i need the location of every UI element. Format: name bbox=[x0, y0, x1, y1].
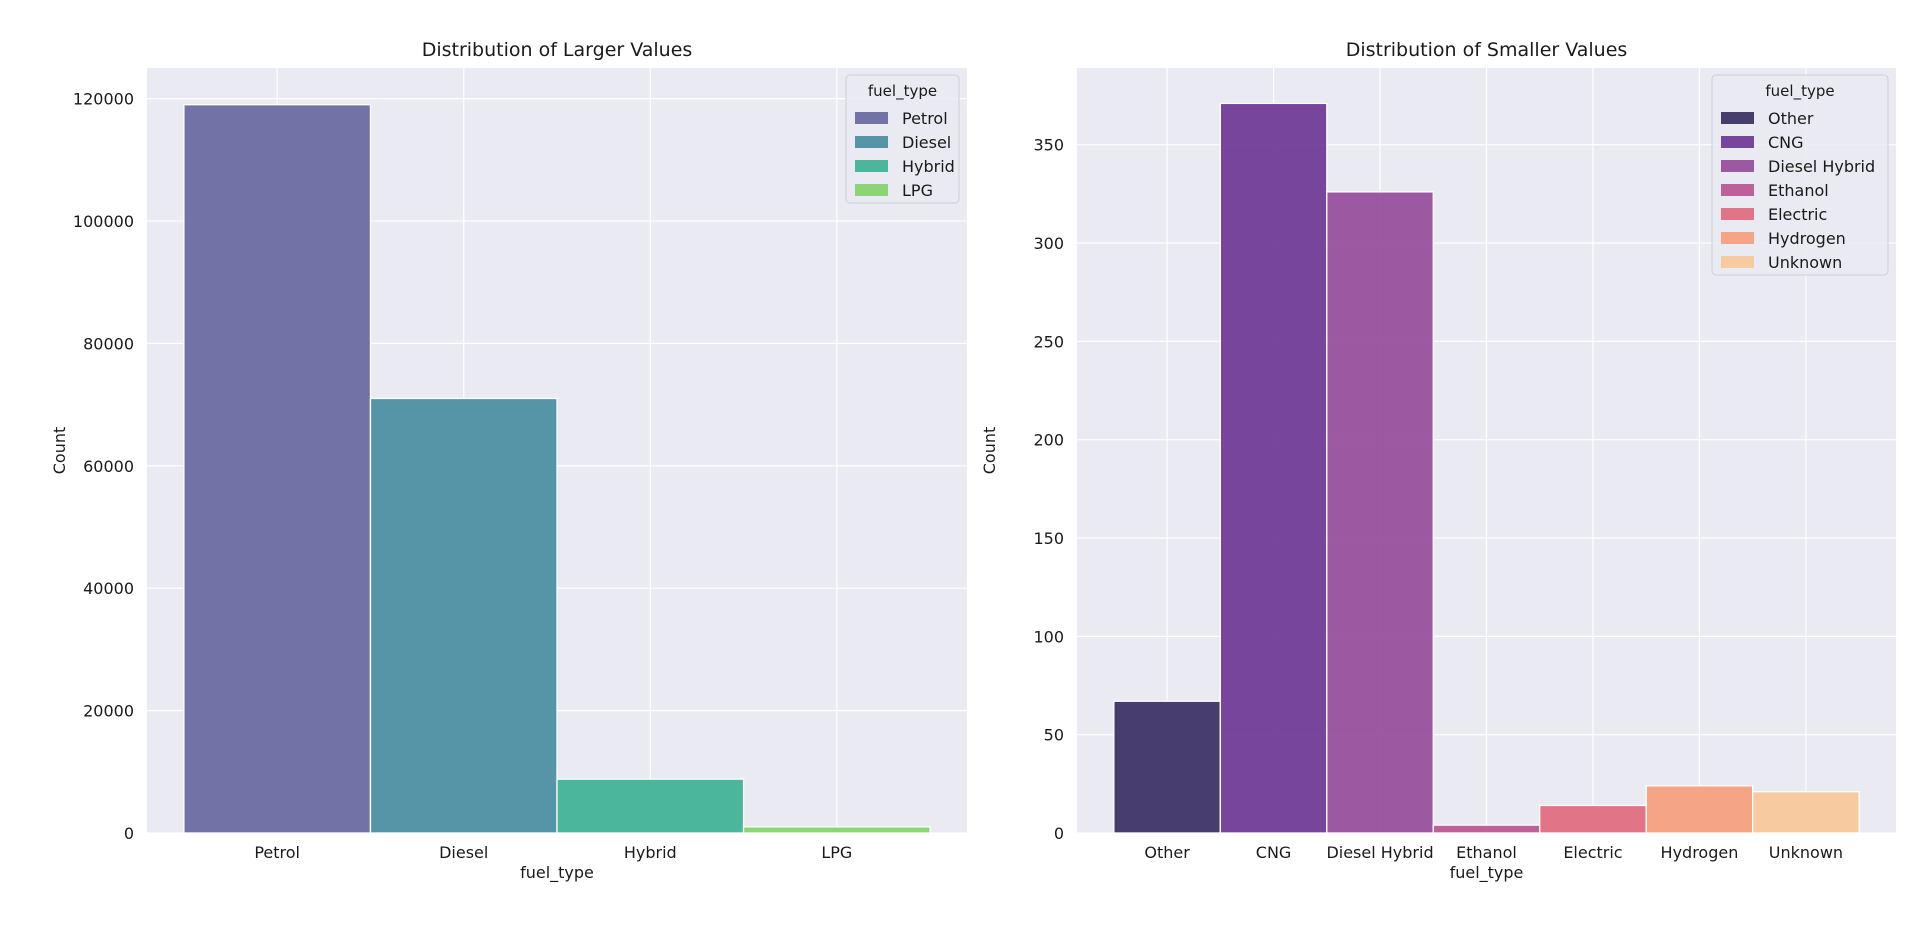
legend-entry: Diesel Hybrid bbox=[1768, 157, 1875, 176]
legend-entry: CNG bbox=[1768, 133, 1804, 152]
legend-entry: Hybrid bbox=[902, 157, 955, 176]
x-tick-label: Diesel Hybrid bbox=[1326, 843, 1433, 862]
x-tick-label: LPG bbox=[821, 843, 852, 862]
x-tick-label: Electric bbox=[1563, 843, 1622, 862]
bar-other bbox=[1113, 700, 1221, 834]
legend-swatch bbox=[855, 112, 888, 124]
y-tick-label: 20000 bbox=[83, 702, 134, 721]
x-axis-label: fuel_type bbox=[1450, 863, 1524, 883]
legend-swatch bbox=[1721, 232, 1754, 244]
x-tick-label: Diesel bbox=[439, 843, 488, 862]
bar-petrol bbox=[183, 104, 372, 834]
legend-box bbox=[1711, 74, 1889, 276]
x-tick-label: Unknown bbox=[1769, 843, 1843, 862]
bar-lpg bbox=[742, 826, 931, 834]
y-tick-label: 100 bbox=[1033, 627, 1064, 646]
x-tick-label: Hydrogen bbox=[1661, 843, 1739, 862]
bar-hydrogen bbox=[1645, 785, 1754, 834]
chart-title: Distribution of Smaller Values bbox=[1346, 39, 1628, 61]
x-tick-label: Other bbox=[1144, 843, 1190, 862]
legend-swatch bbox=[1721, 256, 1754, 268]
bar-unknown bbox=[1752, 791, 1860, 834]
y-tick-label: 350 bbox=[1033, 136, 1064, 155]
legend: fuel_type Petrol Diesel Hybrid LPG bbox=[845, 74, 960, 204]
legend-swatch bbox=[855, 136, 888, 148]
x-tick-label: Ethanol bbox=[1456, 843, 1517, 862]
x-tick-label: CNG bbox=[1256, 843, 1292, 862]
y-axis-label: Count bbox=[50, 427, 69, 475]
legend-entry: Ethanol bbox=[1768, 181, 1829, 200]
y-tick-label: 60000 bbox=[83, 457, 134, 476]
legend-entry: Electric bbox=[1768, 205, 1827, 224]
y-tick-label: 0 bbox=[124, 824, 134, 843]
legend-entry: LPG bbox=[902, 181, 933, 200]
chart-panel-1: 0 20000 40000 60000 80000 100000 120000 Petrol D… bbox=[50, 39, 967, 883]
chart-title: Distribution of Larger Values bbox=[422, 39, 693, 61]
legend: fuel_type Other CNG Diesel Hybrid Ethanol Ele… bbox=[1711, 74, 1889, 276]
bar-diesel-hybrid bbox=[1326, 191, 1434, 834]
legend-swatch bbox=[1721, 184, 1754, 196]
legend-title: fuel_type bbox=[1765, 82, 1834, 101]
legend-entry: Other bbox=[1768, 109, 1814, 128]
legend-entry: Hydrogen bbox=[1768, 229, 1846, 248]
bar-hybrid bbox=[556, 778, 745, 834]
y-axis-label: Count bbox=[980, 427, 999, 475]
legend-entry: Diesel bbox=[902, 133, 951, 152]
legend-swatch bbox=[1721, 208, 1754, 220]
x-axis-label: fuel_type bbox=[520, 863, 594, 883]
legend-swatch bbox=[1721, 160, 1754, 172]
y-tick-label: 300 bbox=[1033, 234, 1064, 253]
y-tick-label: 50 bbox=[1044, 726, 1064, 745]
bar-electric bbox=[1539, 804, 1647, 834]
y-tick-label: 80000 bbox=[83, 334, 134, 353]
y-tick-label: 40000 bbox=[83, 579, 134, 598]
y-tick-label: 250 bbox=[1033, 332, 1064, 351]
legend-swatch bbox=[1721, 136, 1754, 148]
y-tick-label: 100000 bbox=[73, 212, 134, 231]
y-tick-label: 0 bbox=[1054, 824, 1064, 843]
legend-swatch bbox=[1721, 112, 1754, 124]
legend-swatch bbox=[855, 160, 888, 172]
y-tick-label: 120000 bbox=[73, 90, 134, 109]
bar-diesel bbox=[369, 397, 558, 834]
x-tick-label: Petrol bbox=[254, 843, 300, 862]
x-tick-label: Hybrid bbox=[624, 843, 677, 862]
legend-entry: Petrol bbox=[902, 109, 948, 128]
y-tick-label: 200 bbox=[1033, 431, 1064, 450]
y-tick-label: 150 bbox=[1033, 529, 1064, 548]
bar-ethanol bbox=[1432, 824, 1541, 834]
legend-swatch bbox=[855, 184, 888, 196]
chart-panel-2: 0 50 100 150 200 250 300 350 Other CNG Diesel Hybr… bbox=[980, 39, 1896, 883]
bar-cng bbox=[1219, 102, 1328, 834]
legend-entry: Unknown bbox=[1768, 253, 1842, 272]
legend-title: fuel_type bbox=[868, 82, 937, 101]
